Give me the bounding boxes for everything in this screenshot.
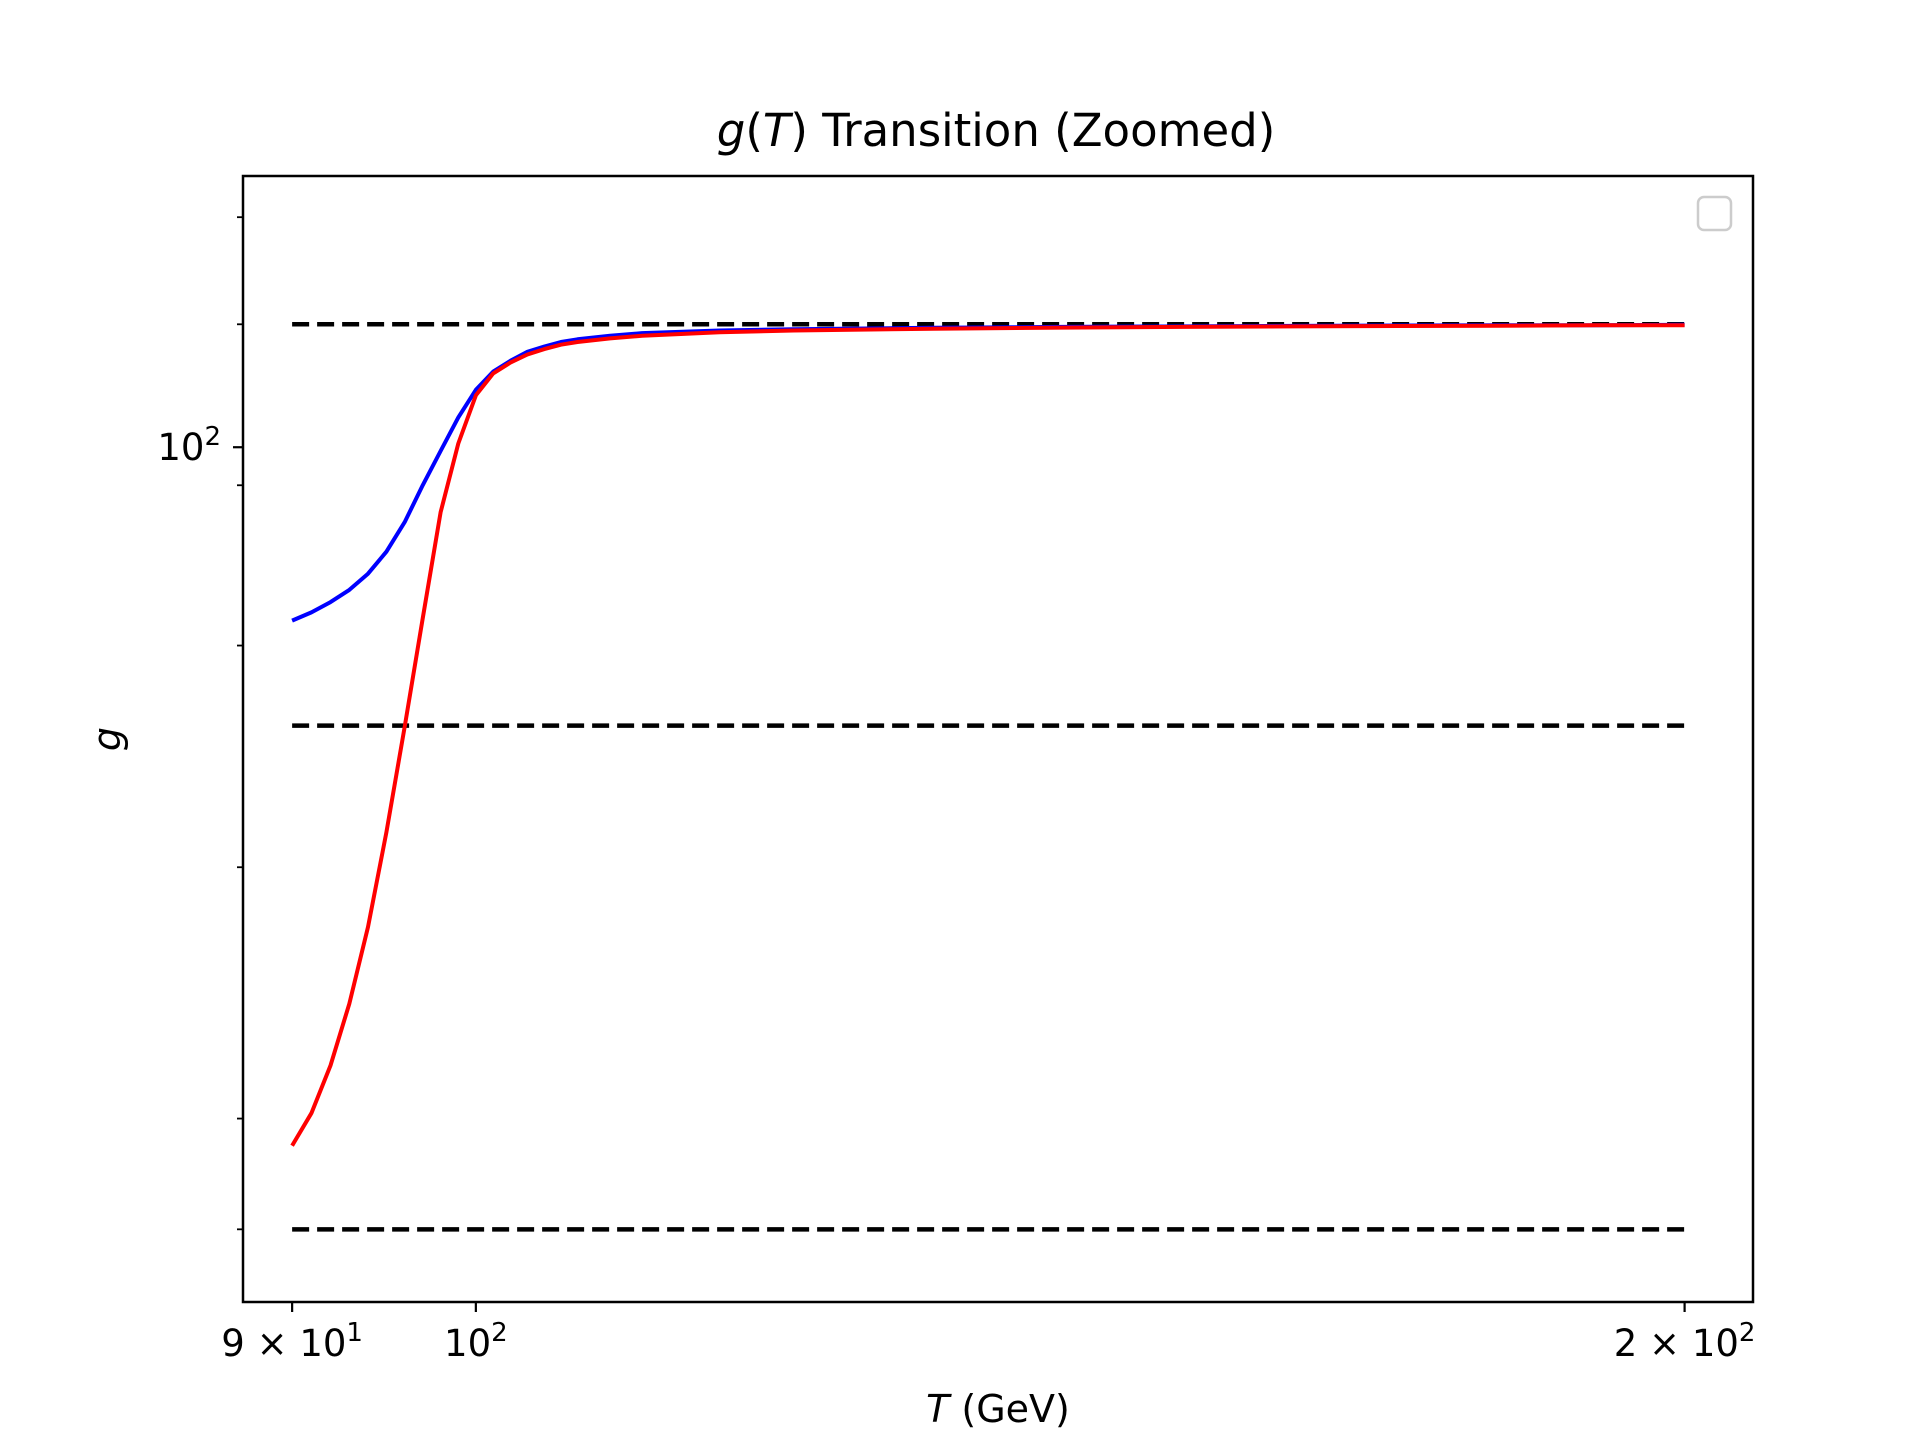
x-axis: 9 × 101 102 2 × 102: [221, 1302, 1755, 1365]
plot-background: [243, 176, 1753, 1302]
chart-title-paren: (: [745, 104, 763, 157]
plot-frame: [241, 174, 1755, 1304]
x-tick-label-3: 2 × 102: [1614, 1318, 1756, 1365]
x-tick-label-1: 9 × 101: [221, 1318, 363, 1365]
plot-area: [241, 174, 1755, 1304]
y-axis: 102: [157, 216, 243, 1231]
series-line-2: [290, 323, 1685, 1147]
y-axis-label: g: [85, 727, 129, 751]
x-tick-label-2: 102: [444, 1318, 508, 1365]
legend-box: [1696, 195, 1733, 232]
x-axis-label-unit: (GeV): [949, 1387, 1070, 1431]
chart-title-var: g: [717, 104, 746, 157]
series-lines: [290, 322, 1685, 1147]
y-tick-label-1: 102: [157, 422, 221, 469]
chart-title: g(T) Transition (Zoomed): [717, 104, 1276, 157]
x-axis-label-var: T: [926, 1387, 952, 1431]
x-axis-label: T (GeV): [926, 1387, 1070, 1431]
chart-title-rest: ) Transition (Zoomed): [790, 104, 1275, 157]
chart-title-arg: T: [763, 104, 794, 157]
